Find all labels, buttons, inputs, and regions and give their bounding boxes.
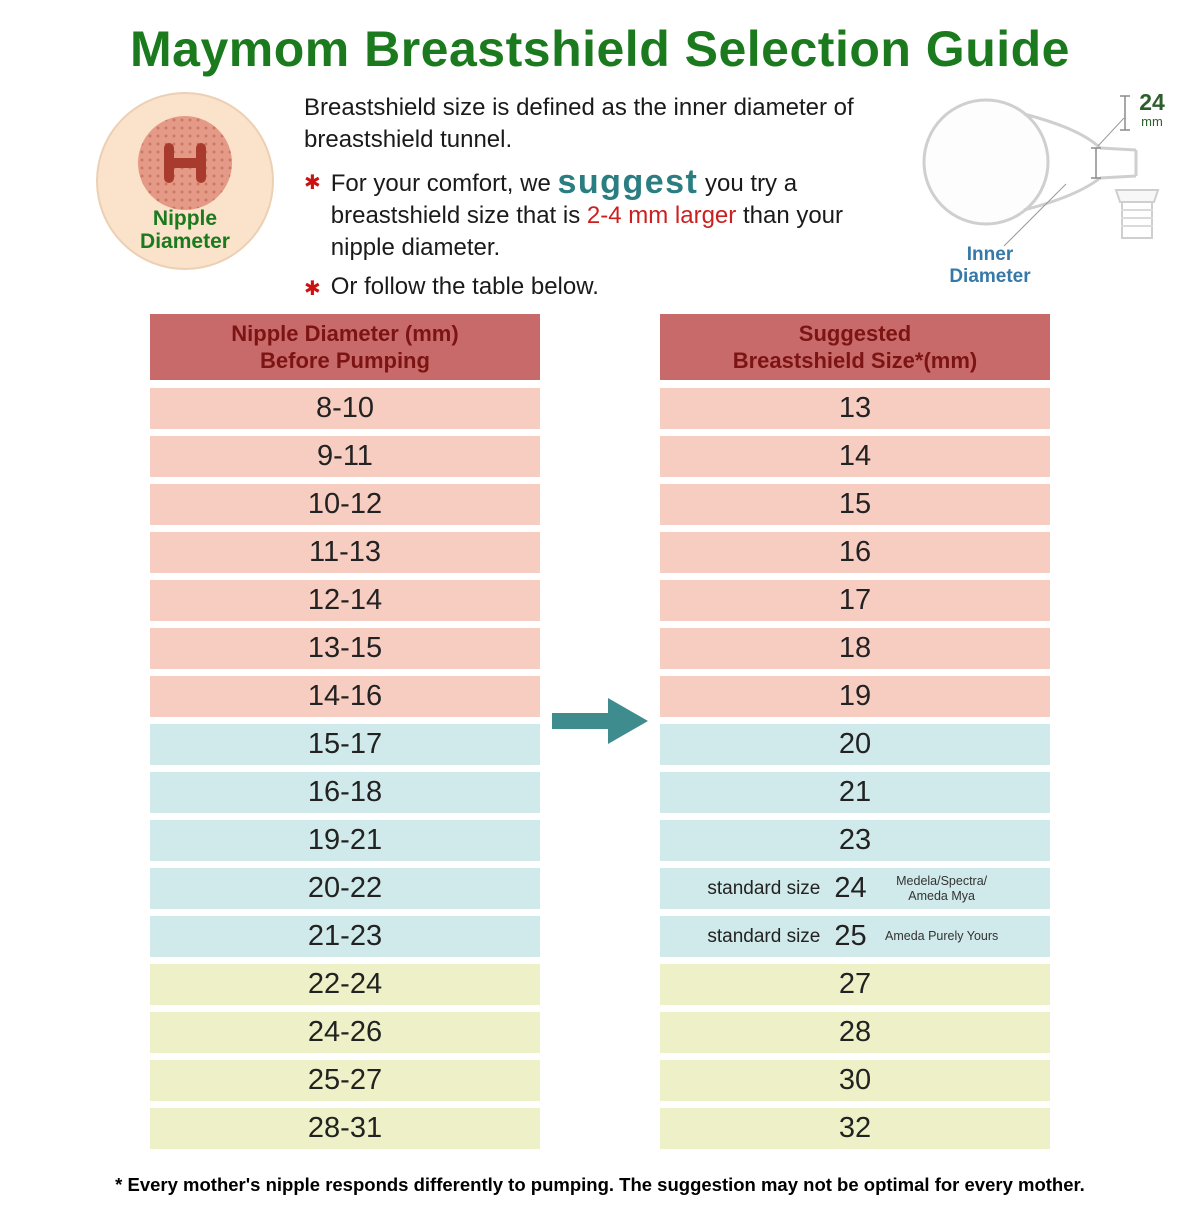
shield-size-cell: 32 (660, 1108, 1050, 1149)
pump-brand-note: Ameda Purely Yours (885, 929, 999, 944)
shield-column-header: Suggested Breastshield Size*(mm) (660, 314, 1050, 380)
standard-size-label: standard size (707, 877, 821, 899)
table-bullet-text: Or follow the table below. (330, 273, 599, 301)
intro-text: Breastshield size is defined as the inne… (304, 88, 896, 303)
breastshield-drawing (922, 95, 1160, 247)
nipple-column: Nipple Diameter (mm) Before Pumping 8-10… (150, 314, 540, 1156)
nipple-diameter-label: Nipple Diameter (140, 206, 230, 254)
shield-size-cell: 16 (660, 532, 1050, 573)
icon-bar (172, 158, 198, 168)
shield-size-cell: 23 (660, 820, 1050, 861)
icon-bar (196, 143, 206, 183)
shield-size-cell: 21 (660, 772, 1050, 813)
nipple-diameter-cell: 10-12 (150, 484, 540, 525)
intro-section: Nipple Diameter Breastshield size is def… (0, 86, 1200, 304)
shield-size-cell: 15 (660, 484, 1050, 525)
nipple-diameter-cell: 15-17 (150, 724, 540, 765)
shield-size-cell: standard size 24 Medela/Spectra/ Ameda Mya (660, 868, 1050, 909)
footnote: * Every mother's nipple responds differe… (115, 1174, 1085, 1195)
size-unit: mm (1141, 114, 1163, 130)
nipple-diameter-cell: 19-21 (150, 820, 540, 861)
page-title: Maymom Breastshield Selection Guide (130, 21, 1070, 77)
nipple-diameter-illustration: Nipple Diameter (96, 92, 274, 270)
nipple-diameter-cell: 14-16 (150, 676, 540, 717)
icon-bar (164, 143, 174, 183)
shield-size-cell: 19 (660, 676, 1050, 717)
nipple-diameter-cell: 9-11 (150, 436, 540, 477)
inner-diameter-label: Inner Diameter (949, 244, 1031, 288)
nipple-diameter-cell: 20-22 (150, 868, 540, 909)
star-bullet-icon: ✱ (304, 278, 321, 301)
pump-brand-note: Medela/Spectra/ Ameda Mya (896, 874, 988, 903)
suggest-emphasis: suggest (557, 163, 699, 202)
arrow-right-icon (552, 698, 648, 744)
shield-size-cell: 20 (660, 724, 1050, 765)
suggestion-text: For your comfort, we suggest you try a b… (331, 165, 896, 263)
shield-column-rows: 13 14 15 16 17 18 19 20 21 23 standard size 24 Medel… (660, 388, 1050, 1149)
shield-size-cell: 17 (660, 580, 1050, 621)
text-run: you try a breastshield size that is (330, 170, 798, 230)
size-range-emphasis: 2-4 mm larger (586, 202, 737, 230)
nipple-column-header: Nipple Diameter (mm) Before Pumping (150, 314, 540, 380)
shield-size-cell: 30 (660, 1060, 1050, 1101)
selection-table: Nipple Diameter (mm) Before Pumping 8-10… (150, 314, 1050, 1156)
areola-icon (138, 116, 232, 210)
nipple-diameter-cell: 8-10 (150, 388, 540, 429)
table-bullet: ✱ Or follow the table below. (304, 271, 896, 303)
nipple-diameter-cell: 25-27 (150, 1060, 540, 1101)
size-value: 24 (1139, 89, 1165, 115)
nipple-diameter-cell: 16-18 (150, 772, 540, 813)
nipple-diameter-cell: 28-31 (150, 1108, 540, 1149)
breastshield-illustration: 24 mm Inner Diameter (920, 86, 1170, 300)
shield-size-cell: 14 (660, 436, 1050, 477)
star-bullet-icon: ✱ (304, 172, 321, 195)
nipple-diameter-cell: 11-13 (150, 532, 540, 573)
nipple-diameter-cell: 21-23 (150, 916, 540, 957)
page: Maymom Breastshield Selection Guide Nipp… (0, 20, 1200, 1196)
shield-size-cell: 18 (660, 628, 1050, 669)
text-run: than your nipple diameter. (330, 202, 844, 261)
shield-column: Suggested Breastshield Size*(mm) 13 14 15 1… (660, 314, 1050, 1156)
nipple-diameter-cell: 13-15 (150, 628, 540, 669)
shield-size-value: 24 (834, 872, 867, 904)
nipple-diameter-cell: 24-26 (150, 1012, 540, 1053)
nipple-column-rows: 8-10 9-11 10-12 11-13 12-14 13-15 14-16 15-17 16… (150, 388, 540, 1149)
text-run: For your comfort, we (330, 170, 551, 198)
shield-size-cell: standard size 25 Ameda Purely Yours (660, 916, 1050, 957)
nipple-diameter-cell: 12-14 (150, 580, 540, 621)
shield-size-cell: 28 (660, 1012, 1050, 1053)
shield-size-value: 25 (834, 920, 867, 952)
definition-text: Breastshield size is defined as the inne… (304, 94, 854, 153)
nipple-cross-section-icon (164, 143, 206, 183)
suggestion-bullet: ✱ For your comfort, we suggest you try a… (304, 165, 896, 263)
shield-size-cell: 27 (660, 964, 1050, 1005)
tunnel-size-label: 24 mm (1131, 90, 1173, 129)
shield-size-cell: 13 (660, 388, 1050, 429)
nipple-diameter-cell: 22-24 (150, 964, 540, 1005)
arrow-shaft (552, 713, 610, 729)
standard-size-label: standard size (707, 925, 821, 947)
arrow-head (608, 698, 648, 744)
